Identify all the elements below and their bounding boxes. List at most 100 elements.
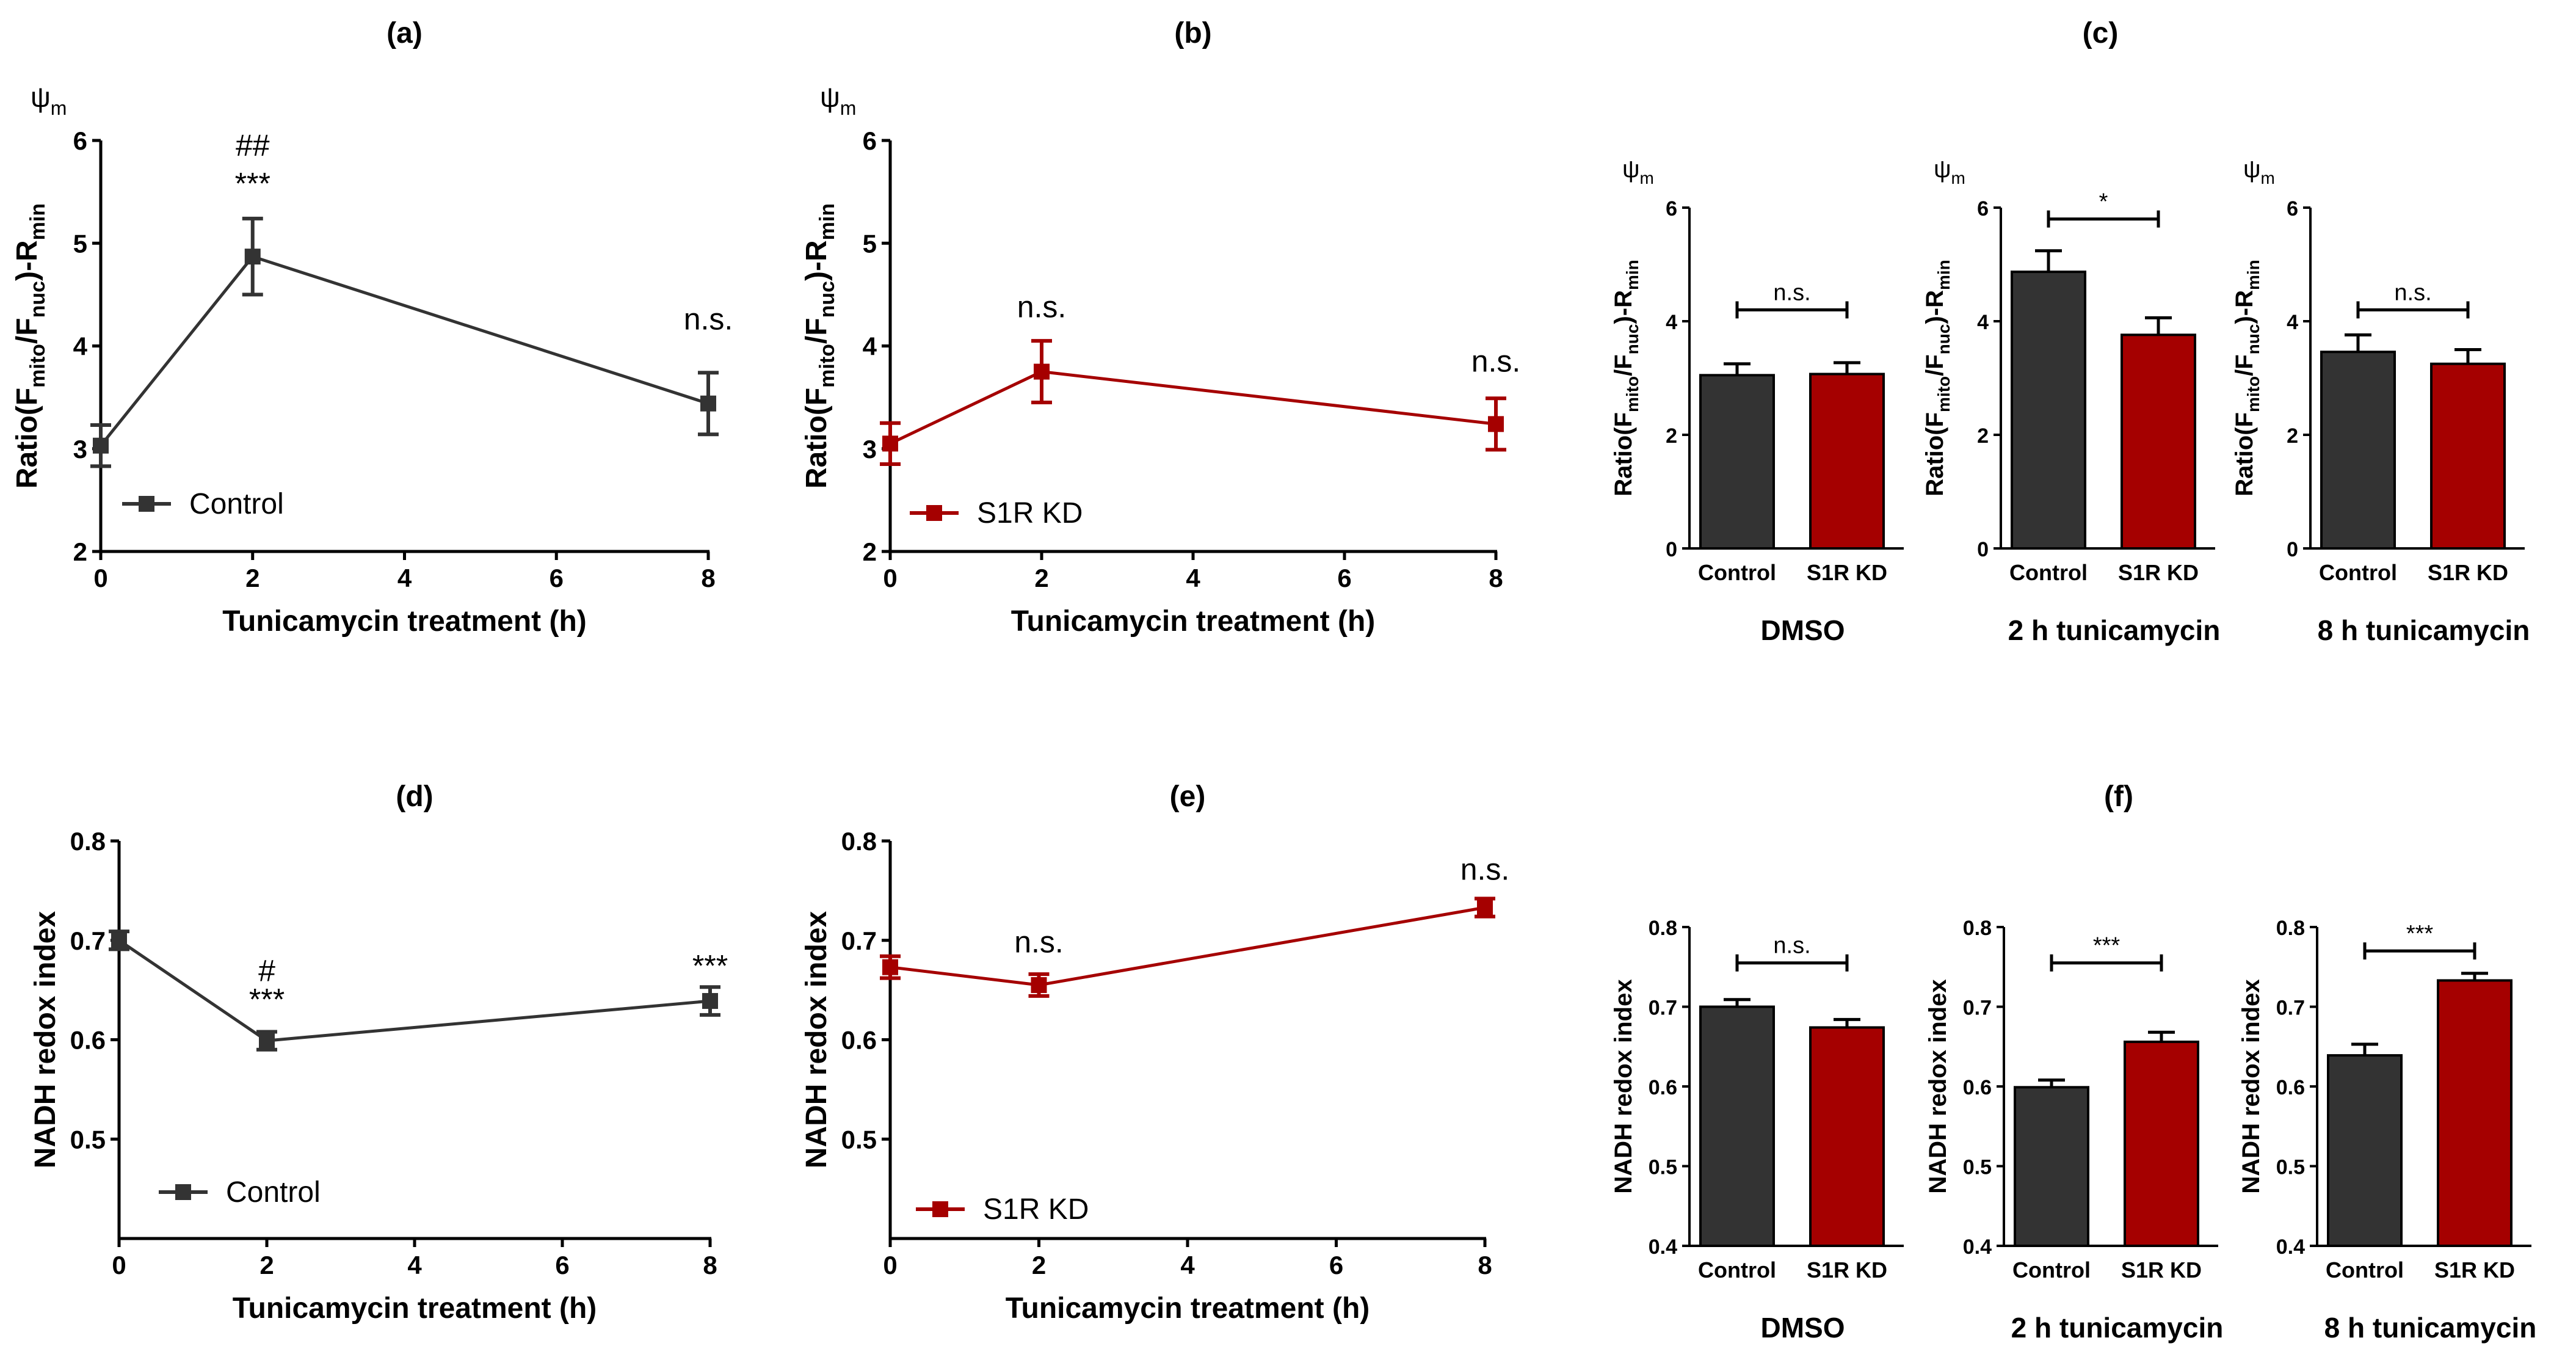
panel-c2-bar-chart: ψm 0 2 4 6 Control S1R KD * 2 h tunicamycin Ratio… [1921,156,2220,646]
psi-label-part: ψ [1622,156,1640,183]
y-tick-label: 4 [863,332,877,361]
significance-label: *** [2406,921,2434,947]
y-tick-label: 6 [863,126,877,155]
bar [2437,979,2513,1248]
y-axis-label-part: nuc [2244,324,2263,355]
data-point [700,395,716,412]
y-tick-label: 0.5 [70,1125,106,1154]
y-axis-label-part: )-R [2231,290,2258,324]
psi-label-part: m [840,97,857,119]
bar [2014,1086,2089,1248]
x-tick-label: 0 [883,1251,897,1279]
y-tick-label: 2 [1666,424,1677,448]
y-axis-label: NADH redox index [2238,979,2265,1193]
y-tick-label: 0.6 [70,1026,106,1055]
x-tick-label: 0 [112,1251,126,1279]
series-line [889,369,1497,445]
y-tick-label: 6 [1977,197,1989,220]
bar [2327,1054,2403,1247]
legend-marker [926,505,942,521]
data-point [702,993,718,1010]
y-tick-label: 0.7 [1649,997,1677,1020]
bar [1809,1026,1885,1248]
panel-c1-bar-chart: ψm 0 2 4 6 Control S1R KD n.s. DMSO Ratio(Fmito/F… [1610,156,1904,646]
significance-annotation: n.s. [1460,852,1510,886]
category-label: S1R KD [2121,1257,2202,1282]
y-axis-label: NADH redox index [1925,979,1951,1193]
y-axis-label-part: /F [800,318,833,344]
panel-d-line-chart: (d) 0.5 0.6 0.7 0.8 0 2 4 6 8 Tunicamycin treatmen… [29,780,728,1325]
panel-label: (e) [1170,780,1206,813]
significance-label: n.s. [1773,280,1810,305]
y-axis-label: Ratio(Fmito/Fnuc)-Rmin [1921,260,1953,497]
y-tick-label: 0.5 [1649,1156,1677,1179]
x-tick-label: 2 [1032,1251,1046,1279]
category-label: S1R KD [2118,560,2199,585]
x-tick-label: 8 [703,1251,717,1279]
legend-marker [139,496,154,512]
series-line [890,906,1486,987]
y-axis-label-part: mito [1623,376,1642,412]
x-tick-label: 6 [550,564,564,592]
legend-label: Control [226,1176,321,1209]
panel-f3-bar-chart: 0.4 0.5 0.6 0.7 0.8 Control S1R KD *** 8 h tunic… [2238,917,2536,1344]
y-axis-label-part: Ratio(F [800,388,833,489]
panel-f-bar-charts: (f) 0.4 0.5 0.6 0.7 0.8 Control S1R KD n.s. DMSO… [1610,780,2536,1344]
x-axis-label: Tunicamycin treatment (h) [233,1292,597,1325]
y-tick-label: 0.8 [1963,917,1992,940]
psi-label-part: ψ [31,81,51,113]
y-axis-label-part: min [1623,260,1642,290]
y-axis-label-part: Ratio(F [11,388,43,489]
y-tick-label: 0.5 [2276,1156,2305,1179]
bar [1699,1005,1775,1247]
significance-annotation: *** [692,948,728,983]
psi-label-part: ψ [2243,156,2261,183]
y-tick-label: 0.8 [1649,917,1677,940]
x-tick-label: 4 [1180,1251,1195,1279]
psi-label: ψm [1622,156,1654,187]
y-tick-label: 0.6 [2276,1076,2305,1099]
psi-label-part: m [51,97,67,119]
significance-label: n.s. [1773,933,1810,959]
panel-f1-bar-chart: 0.4 0.5 0.6 0.7 0.8 Control S1R KD n.s. DMSO NADH… [1610,917,1904,1344]
category-label: S1R KD [1807,560,1887,585]
subplot-title: DMSO [1761,1312,1845,1344]
x-tick-label: 2 [1034,564,1048,592]
y-tick-label: 4 [73,332,88,361]
y-tick-label: 0.8 [841,827,877,856]
subplot-title: 8 h tunicamycin [2318,614,2530,646]
y-axis-label: Ratio(Fmito/Fnuc)-Rmin [1610,260,1642,497]
y-axis-label-part: /F [2231,354,2258,376]
data-point [1477,900,1493,916]
psi-label-part: m [1951,169,1965,187]
significance-annotation: n.s. [1471,344,1521,379]
x-tick-label: 6 [1329,1251,1343,1279]
significance-annotation: *** [249,983,285,1017]
y-axis-label: Ratio(Fmito/Fnuc)-Rmin [800,203,839,489]
psi-label: ψm [31,81,67,119]
panel-c3-bar-chart: ψm 0 2 4 6 Control S1R KD n.s. 8 h tunicamycin Ra… [2231,156,2530,646]
y-axis-label-part: min [26,203,49,240]
category-label: S1R KD [1807,1257,1887,1282]
category-label: Control [1698,560,1776,585]
y-tick-label: 4 [2287,311,2298,334]
category-label: Control [2326,1257,2404,1282]
y-axis-label-part: Ratio(F [1921,412,1948,497]
psi-label: ψm [2243,156,2275,187]
data-point [111,932,127,948]
category-label: S1R KD [2434,1257,2515,1282]
panel-f2-bar-chart: 0.4 0.5 0.6 0.7 0.8 Control S1R KD *** 2 h tunic… [1925,917,2223,1344]
psi-label-part: m [2261,169,2275,187]
legend-marker [932,1201,948,1217]
significance-annotation: *** [235,166,270,200]
x-tick-label: 4 [397,564,412,592]
y-axis-label: Ratio(Fmito/Fnuc)-Rmin [2231,260,2263,497]
y-tick-label: 0.6 [841,1026,877,1055]
y-tick-label: 6 [73,126,87,155]
category-label: Control [2012,1257,2091,1282]
y-axis-label-part: min [2244,260,2263,290]
